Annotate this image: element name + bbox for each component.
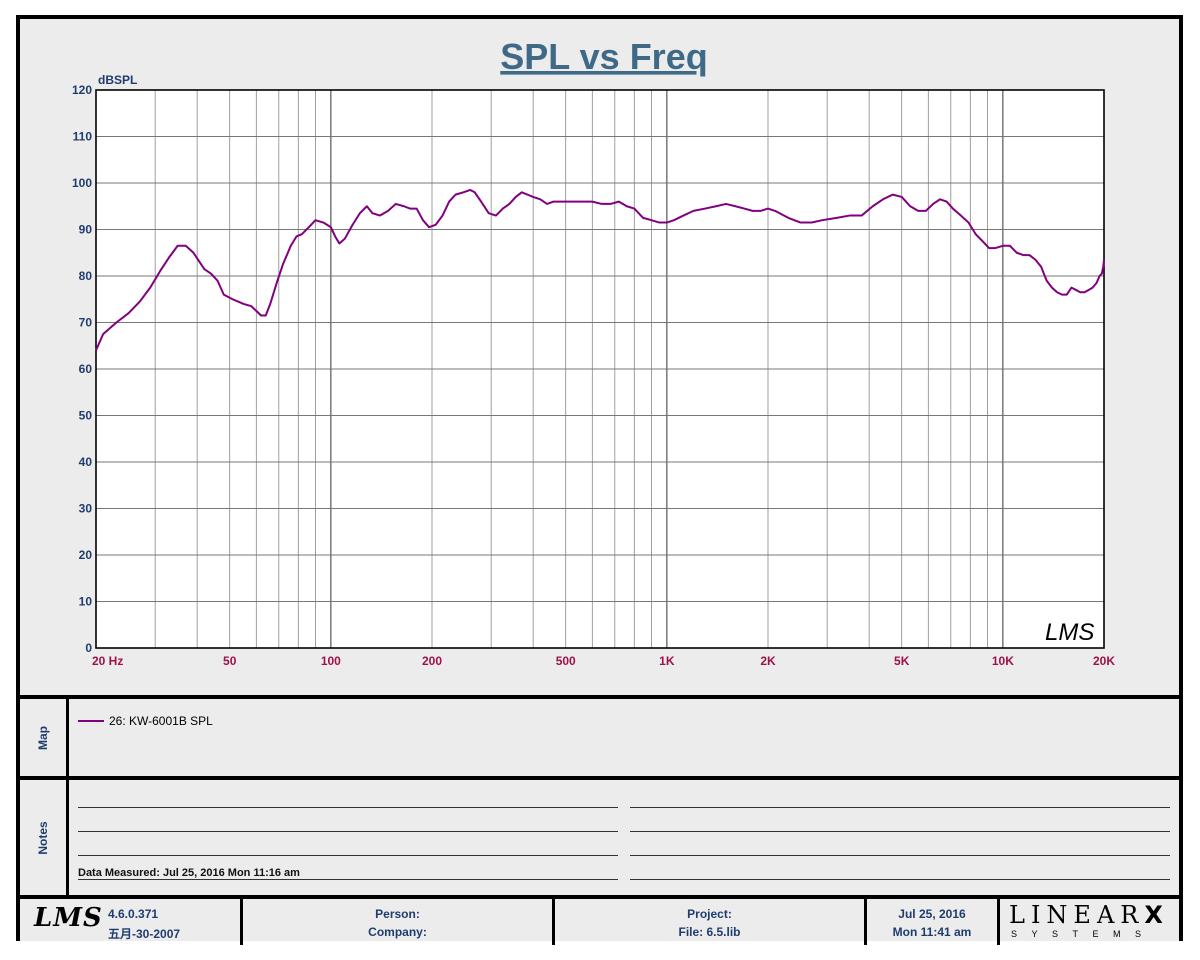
y-tick-label: 120 [72, 83, 92, 97]
x-tick-label: 20K [1093, 654, 1115, 668]
chart-title: SPL vs Freq [500, 36, 707, 77]
version: 4.6.0.371 [108, 907, 159, 921]
footer-date-cell: Jul 25, 2016 Mon 11:41 am [867, 899, 1000, 945]
y-tick-label: 70 [79, 316, 93, 330]
report-time: Mon 11:41 am [892, 925, 972, 939]
note-line[interactable] [78, 807, 618, 808]
footer-project-cell: Project: File: 6.5.lib [555, 899, 867, 945]
build-date: 五月-30-2007 [108, 927, 181, 941]
chart-area: SPL vs Freq dBSPL 0 10 20 30 40 50 60 70 80 90 100… [20, 19, 1179, 695]
legend-swatch [78, 720, 104, 722]
y-tick-label: 10 [79, 595, 93, 609]
note-line[interactable] [630, 831, 1170, 832]
legend-entry[interactable]: 26: KW-6001B SPL [78, 714, 213, 728]
y-tick-label: 20 [79, 548, 93, 562]
report-frame: SPL vs Freq dBSPL 0 10 20 30 40 50 60 70 80 90 100… [16, 15, 1183, 945]
legend-label: 26: KW-6001B SPL [109, 714, 213, 728]
y-tick-label: 90 [79, 223, 93, 237]
spl-chart: SPL vs Freq dBSPL 0 10 20 30 40 50 60 70 80 90 100… [72, 36, 1115, 668]
person-label: Person: [375, 907, 420, 921]
x-tick-label: 50 [223, 654, 237, 668]
note-line[interactable] [630, 855, 1170, 856]
project-label: Project: [687, 907, 732, 921]
footer-version-cell: LMS 4.6.0.371 五月-30-2007 [20, 899, 243, 945]
x-tick-label: 20 Hz [92, 654, 123, 668]
x-tick-label: 5K [894, 654, 910, 668]
brand-sub: SYSTEMS [1011, 929, 1156, 939]
plot-border [95, 89, 1105, 649]
y-tick-label: 100 [72, 176, 92, 190]
y-axis-label: dBSPL [98, 73, 137, 87]
y-tick-labels: 0 10 20 30 40 50 60 70 80 90 100 110 120 [72, 83, 92, 655]
note-line[interactable] [630, 879, 1170, 880]
grid [95, 89, 1105, 649]
y-tick-label: 80 [79, 269, 93, 283]
report-date: Jul 25, 2016 [898, 907, 966, 921]
data-measured: Data Measured: Jul 25, 2016 Mon 11:16 am [78, 867, 300, 879]
x-tick-label: 500 [556, 654, 576, 668]
notes-panel: Notes Data Measured: Jul 25, 2016 Mon 11… [20, 776, 1179, 895]
note-line[interactable] [78, 831, 618, 832]
y-tick-label: 30 [79, 502, 93, 516]
series-layer [95, 188, 1105, 351]
company-label: Company: [368, 925, 427, 939]
footer: LMS 4.6.0.371 五月-30-2007 Person: Company… [20, 895, 1179, 945]
brand-name: LINEARX [1009, 901, 1169, 929]
file-label: File: 6.5.lib [678, 925, 741, 939]
note-line[interactable] [78, 879, 618, 880]
y-tick-label: 110 [73, 130, 93, 144]
lms-logo: LMS [34, 903, 103, 933]
series-line-kw-6001b [95, 188, 1105, 351]
x-tick-label: 200 [422, 654, 442, 668]
y-tick-label: 40 [79, 455, 93, 469]
lms-watermark: LMS [1045, 619, 1094, 646]
linearx-logo: LINEARX SYSTEMS [1005, 901, 1175, 943]
note-line[interactable] [78, 855, 618, 856]
note-line[interactable] [630, 807, 1170, 808]
x-tick-label: 2K [760, 654, 776, 668]
y-tick-label: 60 [79, 362, 93, 376]
footer-person-cell: Person: Company: [243, 899, 555, 945]
y-tick-label: 0 [85, 641, 92, 655]
x-tick-labels: 20 Hz 50 100 200 500 1K 2K 5K 10K 20K [92, 654, 1115, 668]
x-tick-label: 1K [659, 654, 675, 668]
y-tick-label: 50 [79, 409, 93, 423]
notes-side-label: Notes [20, 780, 69, 895]
map-side-label: Map [20, 699, 69, 776]
x-tick-label: 100 [321, 654, 341, 668]
x-tick-label: 10K [992, 654, 1014, 668]
map-panel: Map 26: KW-6001B SPL [20, 695, 1179, 776]
